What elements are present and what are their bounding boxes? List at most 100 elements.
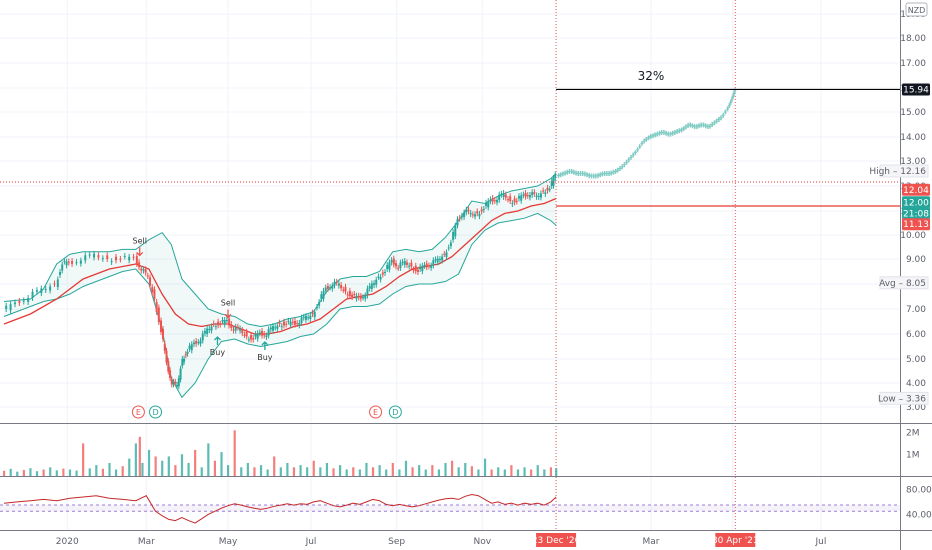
candle-body <box>203 331 206 334</box>
candle-body <box>256 333 259 339</box>
candle-body <box>526 195 529 197</box>
dividend-marker-label: D <box>392 408 398 417</box>
volume-bar <box>286 462 289 476</box>
price-tick-label: 18.00 <box>900 34 926 44</box>
candle-body <box>123 255 126 257</box>
candle-body <box>359 296 362 299</box>
candle-body <box>115 256 117 261</box>
candle-body <box>146 275 149 277</box>
candle-body <box>410 262 413 267</box>
candle-body <box>254 334 257 337</box>
volume-bar <box>134 443 137 476</box>
volume-bar <box>115 469 118 476</box>
candle-body <box>513 198 516 203</box>
candle-body <box>425 263 428 268</box>
candle-body <box>228 318 231 326</box>
candle-body <box>138 262 141 268</box>
candle-body <box>280 326 283 328</box>
price-tick-label: 5.00 <box>906 355 926 365</box>
candle-body <box>465 209 468 213</box>
candle-body <box>531 192 534 195</box>
volume-bar <box>49 467 52 476</box>
candle-body <box>289 321 292 326</box>
candle-body <box>252 338 255 340</box>
volume-bar <box>483 458 487 476</box>
candle-body <box>250 335 253 340</box>
candle-body <box>106 255 109 259</box>
candle-body <box>500 193 503 195</box>
volume-tick-label: 1M <box>906 450 920 460</box>
candle-body <box>482 209 485 210</box>
volume-bars <box>3 430 558 476</box>
moving-average-line <box>3 197 557 335</box>
candle-body <box>157 307 160 322</box>
candle-body <box>176 384 179 387</box>
volume-bar <box>42 469 45 476</box>
candle-body <box>507 199 509 201</box>
candle-body <box>61 264 64 271</box>
candle-body <box>296 323 299 325</box>
volume-bar <box>391 462 394 476</box>
price-label-2: 12.00 <box>903 198 929 208</box>
candle-body <box>528 195 531 198</box>
candle-body <box>35 290 38 292</box>
candle-body <box>161 329 164 340</box>
volume-bar <box>503 469 506 476</box>
volume-bar <box>154 456 157 476</box>
candle-body <box>421 265 424 272</box>
candle-body <box>232 329 235 331</box>
volume-bar <box>16 471 19 476</box>
candle-body <box>487 201 490 208</box>
candle-body <box>53 283 56 285</box>
candle-body <box>179 368 182 380</box>
candle-body <box>416 269 419 272</box>
candle-body <box>313 312 316 317</box>
price-tick-label: 6.00 <box>906 330 926 340</box>
candle-body <box>351 294 354 297</box>
candle-body <box>225 320 228 321</box>
candle-body <box>493 200 496 202</box>
candle-body <box>539 193 542 198</box>
candle-body <box>13 302 16 305</box>
candle-body <box>322 290 325 299</box>
candle-body <box>397 267 400 269</box>
price-tick-label: 14.00 <box>900 133 926 143</box>
candle-body <box>5 305 8 309</box>
low-label: Low – 3.36 <box>878 394 926 404</box>
candle-body <box>491 198 494 202</box>
volume-bar <box>141 462 144 476</box>
time-tick-label: Sep <box>388 537 405 547</box>
candle-body <box>144 269 147 273</box>
volume-bar <box>325 462 329 476</box>
candle-body <box>267 329 270 336</box>
candle-body <box>93 253 96 258</box>
time-tick-label: May <box>219 537 238 547</box>
candle-body <box>509 196 512 201</box>
candle-body <box>550 181 553 186</box>
bollinger-lower <box>3 212 557 399</box>
volume-bar <box>312 460 315 476</box>
candle-body <box>401 261 404 263</box>
time-axis: 2020MarMayJulSepNovMarMayJul23 Dec '2030… <box>56 533 826 547</box>
volume-bar <box>319 467 322 476</box>
volume-bar <box>352 467 355 476</box>
volume-bar <box>497 467 500 476</box>
buy-arrow <box>213 336 221 345</box>
candle-body <box>71 261 74 264</box>
candle-body <box>181 359 184 366</box>
volume-bar <box>174 465 177 476</box>
candle-body <box>261 331 264 336</box>
volume-bar <box>358 469 361 476</box>
candle-body <box>403 261 406 265</box>
candle-body <box>201 333 204 341</box>
volume-bar <box>418 465 421 476</box>
volume-bar <box>424 469 427 476</box>
candle-body <box>355 295 358 299</box>
candle-body <box>542 190 545 192</box>
price-tick-label: 9.00 <box>906 255 926 265</box>
candle-body <box>368 286 371 289</box>
volume-bar <box>555 468 558 476</box>
candle-body <box>285 323 288 325</box>
